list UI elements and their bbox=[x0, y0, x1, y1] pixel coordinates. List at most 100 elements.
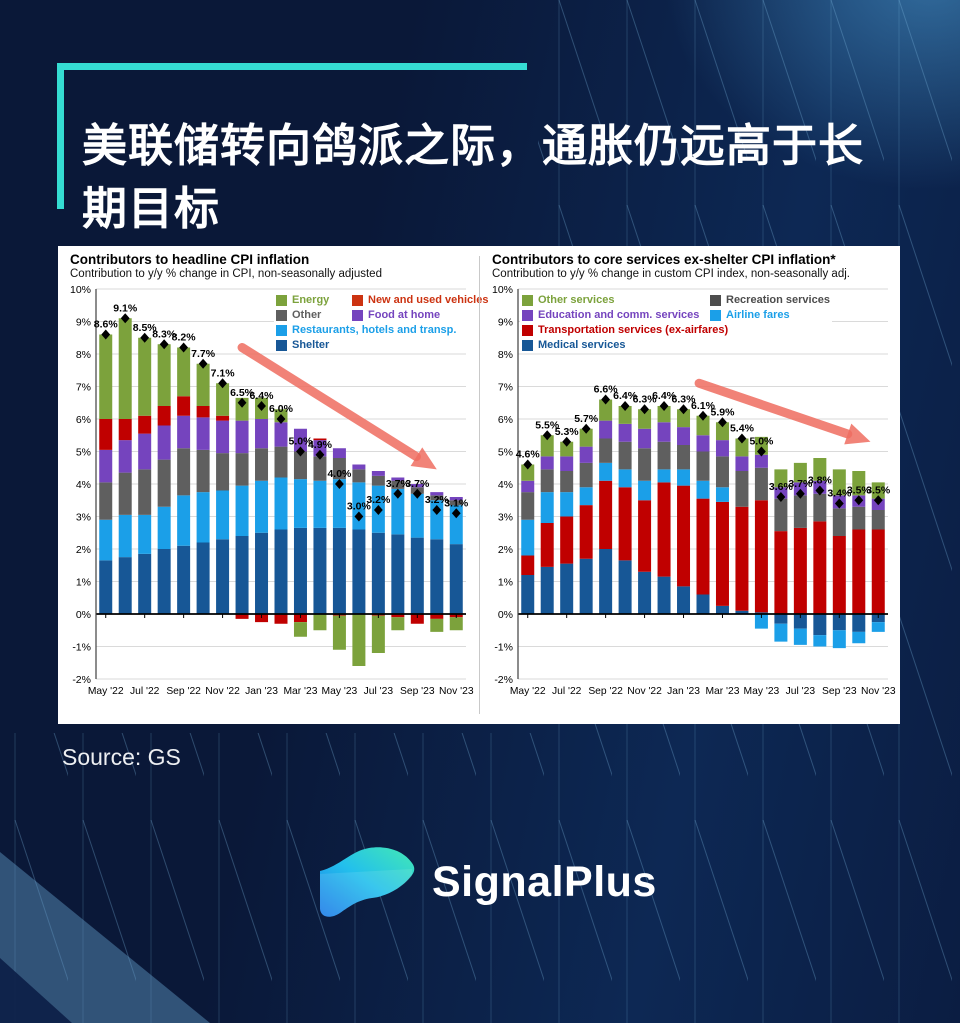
bar-segment bbox=[235, 536, 249, 614]
bar-segment bbox=[793, 527, 807, 614]
legend-label: Other bbox=[292, 309, 322, 321]
legend-swatch bbox=[276, 309, 287, 321]
bar-segment bbox=[852, 529, 866, 614]
trend-arrow bbox=[694, 378, 853, 439]
bar-segment bbox=[313, 438, 327, 441]
total-label: 4.0% bbox=[327, 468, 352, 480]
bar-segment bbox=[118, 318, 132, 419]
chart-subtitle: Contribution to y/y % change in custom C… bbox=[492, 268, 850, 280]
legend-item: Education and comm. services bbox=[522, 309, 699, 321]
total-label: 5.7% bbox=[574, 413, 599, 425]
bar-segment bbox=[157, 406, 171, 426]
bar-segment bbox=[540, 456, 554, 470]
bar-segment bbox=[579, 462, 593, 488]
y-axis-label: 1% bbox=[498, 576, 513, 588]
bar-segment bbox=[177, 448, 191, 496]
bar-segment bbox=[293, 622, 307, 637]
bar-segment bbox=[430, 495, 444, 501]
legend-label: Medical services bbox=[538, 339, 626, 351]
bar-segment bbox=[274, 477, 288, 530]
total-marker bbox=[718, 417, 727, 428]
bar-segment bbox=[216, 420, 230, 454]
bar-segment bbox=[832, 536, 846, 614]
bar-segment bbox=[118, 472, 132, 515]
bar-segment bbox=[313, 527, 327, 614]
total-marker bbox=[698, 410, 708, 421]
legend-item: Airline fares bbox=[710, 309, 830, 321]
bar-segment bbox=[177, 415, 191, 449]
bar-segment bbox=[638, 448, 652, 481]
total-marker bbox=[335, 479, 344, 489]
total-marker bbox=[218, 378, 227, 389]
bar-segment bbox=[618, 469, 632, 488]
total-label: 5.0% bbox=[289, 436, 314, 448]
signalplus-logo-icon bbox=[320, 847, 415, 917]
total-label: 3.2% bbox=[366, 494, 391, 506]
bar-segment bbox=[196, 406, 210, 418]
bar-segment bbox=[177, 347, 191, 397]
bar-segment bbox=[99, 519, 113, 561]
bar-segment bbox=[332, 527, 346, 614]
y-axis-label: 1% bbox=[76, 576, 91, 588]
y-axis-label: 6% bbox=[76, 414, 91, 426]
total-label: 3.0% bbox=[347, 501, 372, 513]
bar-segment bbox=[871, 614, 885, 623]
legend-item: New and used vehicles bbox=[352, 294, 488, 306]
bar-segment bbox=[332, 615, 346, 650]
bar-segment bbox=[138, 337, 152, 416]
total-label: 3.4% bbox=[827, 488, 852, 500]
bar-segment bbox=[618, 560, 632, 614]
bar-segment bbox=[774, 531, 788, 614]
legend-label: Recreation services bbox=[726, 294, 830, 306]
bar-segment bbox=[235, 453, 249, 486]
bar-segment bbox=[560, 441, 574, 457]
bar-segment bbox=[579, 558, 593, 614]
bar-segment bbox=[599, 549, 613, 614]
bar-segment bbox=[235, 420, 249, 454]
bar-segment bbox=[216, 539, 230, 614]
total-label: 4.9% bbox=[308, 439, 333, 451]
total-marker bbox=[542, 430, 552, 441]
bar-segment bbox=[638, 571, 652, 614]
bar-segment bbox=[449, 544, 463, 614]
bar-segment bbox=[618, 406, 632, 424]
bar-segment bbox=[177, 495, 191, 546]
y-axis-label: -1% bbox=[494, 641, 513, 653]
y-axis-label: 3% bbox=[76, 511, 91, 523]
bar-segment bbox=[313, 480, 327, 528]
bar-segment bbox=[696, 594, 710, 614]
bar-segment bbox=[313, 614, 327, 631]
legend-label: New and used vehicles bbox=[368, 294, 489, 306]
x-axis-label: Sep '23 bbox=[822, 686, 857, 697]
bar-segment bbox=[521, 555, 535, 575]
x-axis-label: Sep '23 bbox=[400, 686, 435, 697]
y-axis-label: 6% bbox=[498, 414, 513, 426]
bar-segment bbox=[832, 469, 846, 496]
bar-segment bbox=[715, 440, 729, 457]
total-marker bbox=[237, 397, 247, 408]
charts-panel: Contributors to headline CPI inflation C… bbox=[58, 246, 900, 724]
bar-segment bbox=[696, 415, 710, 436]
total-label: 6.4% bbox=[652, 390, 677, 402]
legend-item: Food at home bbox=[352, 309, 488, 321]
bar-segment bbox=[696, 435, 710, 452]
bar-segment bbox=[560, 492, 574, 517]
total-marker bbox=[296, 446, 305, 457]
total-marker bbox=[562, 436, 572, 447]
bar-segment bbox=[138, 553, 152, 614]
bar-segment bbox=[599, 420, 613, 439]
page-title-line2: 期目标 bbox=[82, 183, 221, 235]
legend-swatch bbox=[522, 294, 533, 306]
bar-segment bbox=[371, 532, 385, 614]
y-axis-label: -2% bbox=[494, 674, 513, 686]
bar-segment bbox=[774, 623, 788, 642]
total-marker bbox=[581, 423, 591, 434]
bar-segment bbox=[313, 456, 327, 481]
bar-segment bbox=[430, 618, 444, 632]
y-axis-label: 10% bbox=[70, 284, 91, 296]
bar-segment bbox=[138, 514, 152, 554]
corner-band bbox=[0, 852, 210, 1023]
bar-segment bbox=[274, 614, 288, 624]
y-axis-label: 5% bbox=[498, 446, 513, 458]
